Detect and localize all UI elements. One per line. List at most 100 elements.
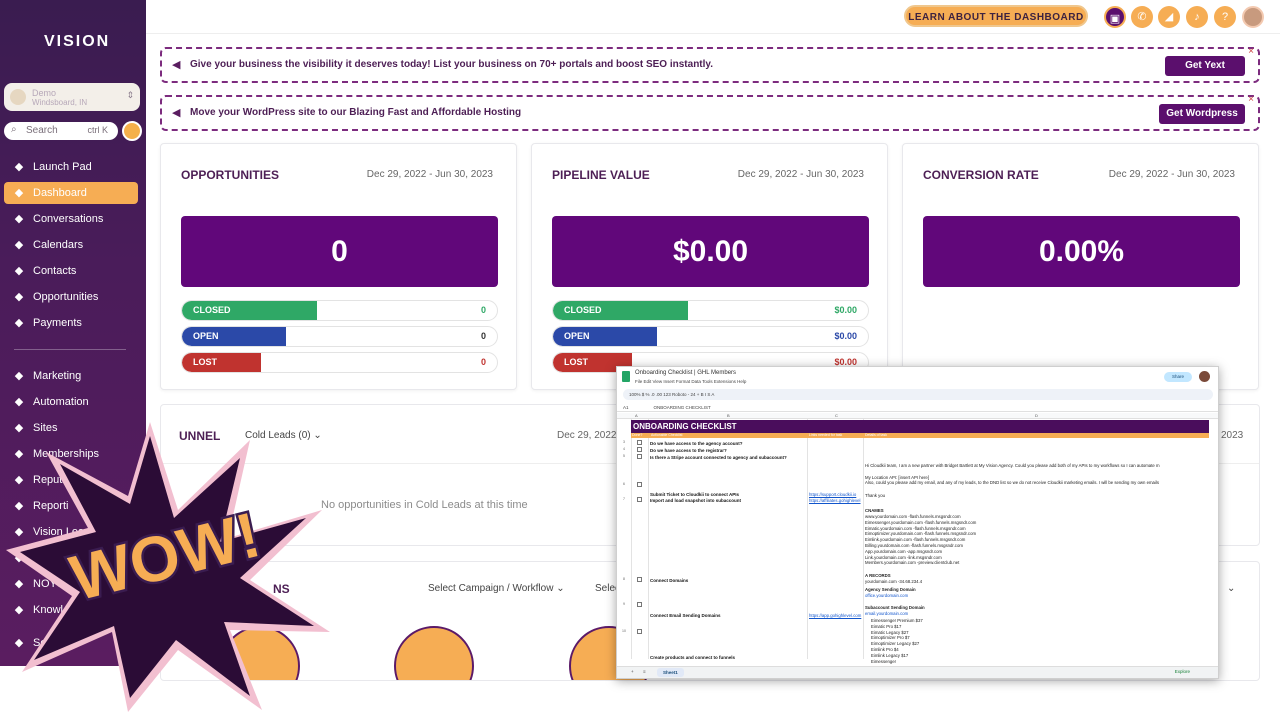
sidebar-item-contacts[interactable]: ◆ Contacts	[4, 260, 138, 282]
sheet-tab[interactable]: Sheet1	[657, 668, 684, 677]
sidebar-item-automation[interactable]: ◆ Automation	[4, 391, 138, 413]
wordpress-banner-text: Move your WordPress site to our Blazing …	[190, 107, 522, 118]
checklist-header[interactable]: ONBOARDING CHECKLIST	[631, 420, 1209, 433]
done-checkbox[interactable]	[637, 440, 642, 445]
sidebar-item-marketing[interactable]: ◆ Marketing	[4, 365, 138, 387]
sheet-menu-bar[interactable]: File Edit View Insert Format Data Tools …	[635, 379, 747, 384]
sheet-tabs-bar: + ≡ Sheet1 Explore	[617, 666, 1218, 678]
bell-icon[interactable]: ♪	[1186, 6, 1208, 28]
checklist-task[interactable]: Connect Email Sending Domains	[650, 613, 721, 618]
announcement-icon[interactable]: ◢	[1158, 6, 1180, 28]
task-link[interactable]: https://app.gohighlevel.com	[809, 613, 862, 618]
checklist-task[interactable]: Connect Domains	[650, 578, 689, 583]
row-number[interactable]: 6	[623, 482, 625, 486]
task-link[interactable]: https://support.cloudkii.io	[809, 492, 857, 497]
checklist-task[interactable]: Create products and connect to funnels	[650, 655, 736, 660]
done-checkbox[interactable]	[637, 482, 642, 487]
pipeline-select[interactable]: Cold Leads (0) ⌄	[245, 430, 322, 441]
spreadsheet-window[interactable]: Onboarding Checklist | GHL Members File …	[616, 366, 1219, 679]
sidebar-item-conversations[interactable]: ◆ Conversations	[4, 208, 138, 230]
card-value: 0.00%	[923, 216, 1240, 287]
user-quick-avatar[interactable]	[122, 121, 142, 141]
sheet-toolbar[interactable]: 100% $ % .0 .00 123 Roboto - 24 + B I S …	[623, 389, 1213, 400]
row-number[interactable]: 4	[623, 447, 625, 451]
chat-icon[interactable]: ▣	[1104, 6, 1126, 28]
col-b[interactable]: B	[727, 413, 730, 418]
row-number[interactable]: 7	[623, 497, 625, 501]
done-checkbox[interactable]	[637, 577, 642, 582]
formula-bar[interactable]: A1 ONBOARDING CHECKLIST	[617, 403, 1218, 412]
status-row-open[interactable]: OPEN $0.00	[552, 326, 869, 347]
done-checkbox[interactable]	[637, 629, 642, 634]
done-checkbox[interactable]	[637, 454, 642, 459]
sidebar-item-label: Sites	[33, 422, 58, 434]
detail-cnames-title[interactable]: CNAMES	[865, 508, 884, 513]
row-number[interactable]: 8	[623, 577, 625, 581]
card-date-range[interactable]: Dec 29, 2022 - Jun 30, 2023	[737, 169, 864, 180]
status-row-closed[interactable]: CLOSED $0.00	[552, 300, 869, 321]
learn-dashboard-button[interactable]: LEARN ABOUT THE DASHBOARD	[904, 5, 1088, 27]
detail-thanks[interactable]: Thank you	[865, 493, 886, 498]
detail-arecords[interactable]: yourdomain.com -34.68.234.4	[865, 579, 923, 584]
add-sheet-icon[interactable]: +	[631, 669, 634, 674]
done-checkbox[interactable]	[637, 497, 642, 502]
col-a[interactable]: A	[635, 413, 638, 418]
detail-sub[interactable]: email.yourdomain.com	[865, 611, 909, 616]
checklist-task[interactable]: Import and load snapshot into subaccount	[650, 498, 742, 503]
sidebar-item-dashboard[interactable]: ◆ Dashboard	[4, 182, 138, 204]
row-number[interactable]: 9	[623, 602, 625, 606]
sidebar-item-reporti[interactable]: ◆ Reporti	[4, 495, 138, 517]
sidebar-item-calendars[interactable]: ◆ Calendars	[4, 234, 138, 256]
row-number[interactable]: 3	[623, 440, 625, 444]
done-checkbox[interactable]	[637, 447, 642, 452]
checklist-task[interactable]: Is there a Stripe account connected to a…	[650, 455, 787, 460]
user-avatar[interactable]	[1242, 6, 1264, 28]
checklist-task[interactable]: Do we have access to the agency account?	[650, 441, 743, 446]
detail-cnames[interactable]: www.yourdomain.com -flash.funnels.msgsnd…	[865, 514, 977, 566]
status-row-lost[interactable]: LOST 0	[181, 352, 498, 373]
detail-sub-title[interactable]: Subaccount Sending Domain	[865, 605, 925, 610]
detail-api-request[interactable]: Hi Cloudkii team, I am a new partner wit…	[865, 463, 1160, 486]
search-input[interactable]: ⌕ Search ctrl K	[4, 122, 118, 140]
sidebar-item-sites[interactable]: ◆ Sites	[4, 417, 138, 439]
detail-arecords-title[interactable]: A RECORDS	[865, 573, 891, 578]
close-icon[interactable]: ×	[1248, 46, 1254, 57]
phone-icon[interactable]: ✆	[1131, 6, 1153, 28]
col-d[interactable]: D	[1035, 413, 1038, 418]
row-number[interactable]: 5	[623, 454, 625, 458]
sheet-user-avatar[interactable]	[1199, 371, 1210, 382]
chevron-down-icon[interactable]: ⌄	[1227, 583, 1236, 594]
card-date-range[interactable]: Dec 29, 2022 - Jun 30, 2023	[366, 169, 493, 180]
task-link[interactable]: https://affiliates.gohighlevel	[809, 498, 861, 503]
detail-products[interactable]: Eimessenger Premium $37 Eimatic Pro $17 …	[871, 618, 923, 664]
funnel-empty-message: No opportunities in Cold Leads at this t…	[321, 499, 528, 511]
location-avatar	[10, 89, 26, 105]
get-yext-button[interactable]: Get Yext	[1165, 56, 1245, 76]
card-date-range[interactable]: Dec 29, 2022 - Jun 30, 2023	[1108, 169, 1235, 180]
share-button[interactable]: Share	[1164, 372, 1192, 382]
sidebar-item-opportunities[interactable]: ◆ Opportunities	[4, 286, 138, 308]
chevron-down-icon: ⌄	[556, 583, 565, 594]
row-number[interactable]: 10	[622, 629, 626, 633]
status-row-closed[interactable]: CLOSED 0	[181, 300, 498, 321]
status-row-open[interactable]: OPEN 0	[181, 326, 498, 347]
checklist-task[interactable]: Do we have access to the registrar?	[650, 448, 727, 453]
col-c[interactable]: C	[835, 413, 838, 418]
close-icon[interactable]: ×	[1248, 94, 1254, 105]
sidebar-item-launch-pad[interactable]: ◆ Launch Pad	[4, 156, 138, 178]
help-icon[interactable]: ?	[1214, 6, 1236, 28]
sidebar-item-payments[interactable]: ◆ Payments	[4, 312, 138, 334]
location-switcher[interactable]: Demo Windsboard, IN ⇕	[4, 83, 140, 111]
detail-agency-title[interactable]: Agency Sending Domain	[865, 587, 916, 592]
detail-agency[interactable]: office.yourdomain.com	[865, 593, 909, 598]
campaign-select[interactable]: Select Campaign / Workflow ⌄	[428, 583, 565, 594]
get-wordpress-button[interactable]: Get Wordpress	[1159, 104, 1245, 124]
sheet-list-icon[interactable]: ≡	[643, 669, 646, 674]
top-bar: LEARN ABOUT THE DASHBOARD ▣ ✆ ◢ ♪ ?	[146, 0, 1280, 34]
sheet-title[interactable]: Onboarding Checklist | GHL Members	[635, 370, 737, 376]
campaign-select-2[interactable]: Selec	[595, 583, 621, 594]
explore-button[interactable]: Explore	[1174, 669, 1190, 674]
sidebar-item-knowl[interactable]: ◆ Knowl	[4, 599, 138, 621]
done-checkbox[interactable]	[637, 602, 642, 607]
checklist-task[interactable]: Submit Ticket to Cloudkii to connect API…	[650, 492, 740, 497]
